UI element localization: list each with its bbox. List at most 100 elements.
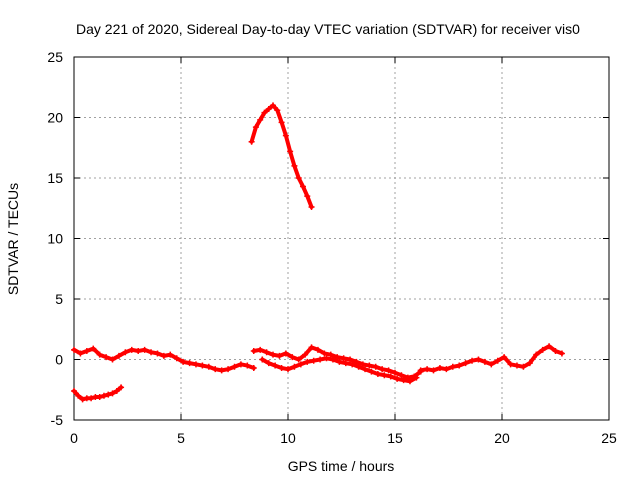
x-tick-label: 20 [494,430,510,446]
data-point [291,363,298,370]
data-point [141,346,148,353]
data-point [443,366,450,373]
data-point [413,374,420,381]
data-series [71,345,257,374]
data-point [115,352,122,359]
data-point [278,119,285,126]
data-point [539,346,546,353]
data-point [276,352,283,359]
data-point [180,358,187,365]
data-point [103,354,110,361]
y-tick-label: 10 [47,231,63,247]
data-point [299,183,306,190]
data-point [308,204,315,211]
y-tick-label: 20 [47,110,63,126]
data-point [317,356,324,363]
data-point [355,363,362,370]
data-point [488,361,495,368]
axis-ticks: 0 5 10 15 20 25 -5 0 5 10 15 20 25 [47,49,617,446]
y-tick-label: 15 [47,170,63,186]
data-point [494,357,501,364]
data-point [252,124,259,131]
data-point [302,351,309,358]
grid [74,57,609,420]
data-point [289,354,296,361]
data-point [449,363,456,370]
x-tick-label: 10 [280,430,296,446]
data-point [118,384,125,391]
data-point [218,367,225,374]
data-point [501,354,508,361]
data-point [394,375,401,382]
data-point [250,348,257,355]
data-point [212,366,219,373]
data-series [417,343,565,374]
y-axis-title: SDTVAR / TECUs [5,183,21,295]
data-point [398,372,405,379]
x-tick-label: 25 [601,430,617,446]
data-point [244,362,251,369]
data-point [105,391,112,398]
x-tick-label: 5 [177,430,185,446]
data-point [308,344,315,351]
data-point [520,363,527,370]
data-point [321,350,328,357]
data-point [285,366,291,373]
data-point [349,361,356,368]
data-point [424,366,431,373]
data-point [381,372,388,379]
data-point [362,366,369,373]
data-point [295,356,302,363]
data-point [199,362,206,369]
data-point [342,360,349,367]
data-point [336,358,343,365]
data-point [481,358,488,365]
data-point [270,351,277,358]
data-point [366,362,373,369]
data-point [304,358,311,365]
data-point [79,396,86,403]
data-point [248,138,255,145]
data-point [282,132,289,139]
data-point [436,364,443,371]
data-point [128,346,135,353]
data-point [430,367,437,374]
data-point [456,362,463,369]
data-point [257,116,264,123]
data-point [475,356,482,363]
data-point [173,355,180,362]
data-point [533,351,540,358]
y-tick-label: 25 [47,49,63,65]
data-point [340,355,347,362]
data-point [205,363,212,370]
data-point [109,390,116,397]
data-point [406,378,413,385]
data-point [135,348,142,355]
data-point [400,377,407,384]
data-point [507,361,514,368]
data-point [385,367,392,374]
data-point [304,193,311,200]
data-point [526,360,533,367]
data-point [558,350,565,357]
data-point [257,346,264,353]
data-point [374,371,381,378]
data-point [160,352,167,359]
data-point [392,369,398,376]
x-tick-label: 15 [387,430,403,446]
data-point [88,395,95,402]
data-series [259,355,420,385]
data-point [225,366,232,373]
data-point [231,363,238,370]
data-point [96,394,103,401]
data-point [282,350,289,357]
data-point [327,351,334,358]
data-point [278,364,285,371]
data-point [261,109,268,116]
x-axis-title: GPS time / hours [288,458,395,474]
data-point [100,392,107,399]
data-point [154,350,161,357]
data-point [323,355,330,362]
data-point [295,175,302,181]
